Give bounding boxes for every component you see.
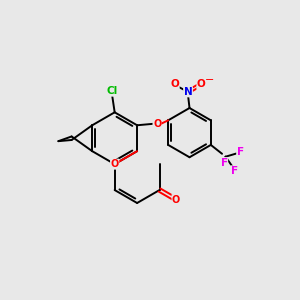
Text: O: O bbox=[197, 80, 206, 89]
Text: O: O bbox=[172, 195, 180, 205]
Text: O: O bbox=[170, 80, 179, 89]
Text: −: − bbox=[205, 75, 214, 85]
Text: O: O bbox=[110, 159, 119, 169]
Text: F: F bbox=[231, 166, 238, 176]
Text: F: F bbox=[237, 147, 244, 157]
Text: F: F bbox=[220, 158, 228, 168]
Text: N: N bbox=[184, 87, 192, 97]
Text: Cl: Cl bbox=[107, 86, 118, 96]
Text: O: O bbox=[153, 119, 161, 129]
